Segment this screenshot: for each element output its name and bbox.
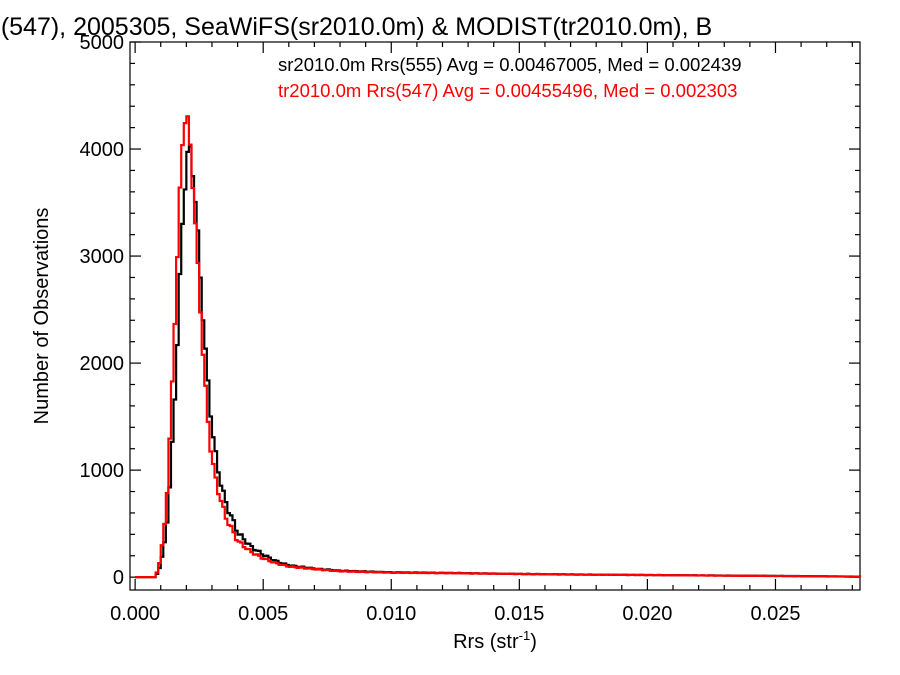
axis-tick-labels: 0.000 0.005 0.010 0.015 0.020 0.025 0 1000 2000 3… — [80, 32, 801, 625]
y-tick-label: 1000 — [80, 460, 125, 482]
y-tick-label: 3000 — [80, 246, 125, 268]
plot-frame — [129, 41, 861, 591]
x-axis-label: Rrs (str-1) — [453, 628, 537, 653]
series-tr2010-step — [135, 115, 862, 579]
x-axis-label-close: ) — [530, 631, 537, 653]
x-tick-label: 0.020 — [622, 603, 672, 625]
y-tick-label: 0 — [113, 567, 124, 589]
series-layer — [135, 115, 862, 579]
y-axis-label: Number of Observations — [31, 208, 53, 425]
y-tick-label: 4000 — [80, 139, 125, 161]
x-tick-label: 0.025 — [750, 603, 800, 625]
series-sr2010-step — [135, 145, 862, 579]
x-axis-label-main: Rrs (str — [453, 631, 519, 653]
axis-ticks — [130, 41, 860, 590]
y-tick-label: 5000 — [80, 32, 125, 54]
legend-entry-tr2010: tr2010.0m Rrs(547) Avg = 0.00455496, Med… — [278, 80, 737, 101]
x-axis-label-superscript: -1 — [519, 628, 531, 643]
legend: sr2010.0m Rrs(555) Avg = 0.00467005, Med… — [278, 54, 742, 101]
y-tick-label: 2000 — [80, 353, 125, 375]
legend-entry-sr2010: sr2010.0m Rrs(555) Avg = 0.00467005, Med… — [278, 54, 742, 75]
chart-title: rs(547), 2005305, SeaWiFS(sr2010.0m) & M… — [0, 13, 712, 41]
x-tick-label: 0.015 — [494, 603, 544, 625]
x-tick-label: 0.010 — [366, 603, 416, 625]
x-tick-label: 0.005 — [238, 603, 288, 625]
x-tick-label: 0.000 — [110, 603, 160, 625]
plot-area: 0.000 0.005 0.010 0.015 0.020 0.025 0 1000 2000 3… — [80, 32, 862, 625]
